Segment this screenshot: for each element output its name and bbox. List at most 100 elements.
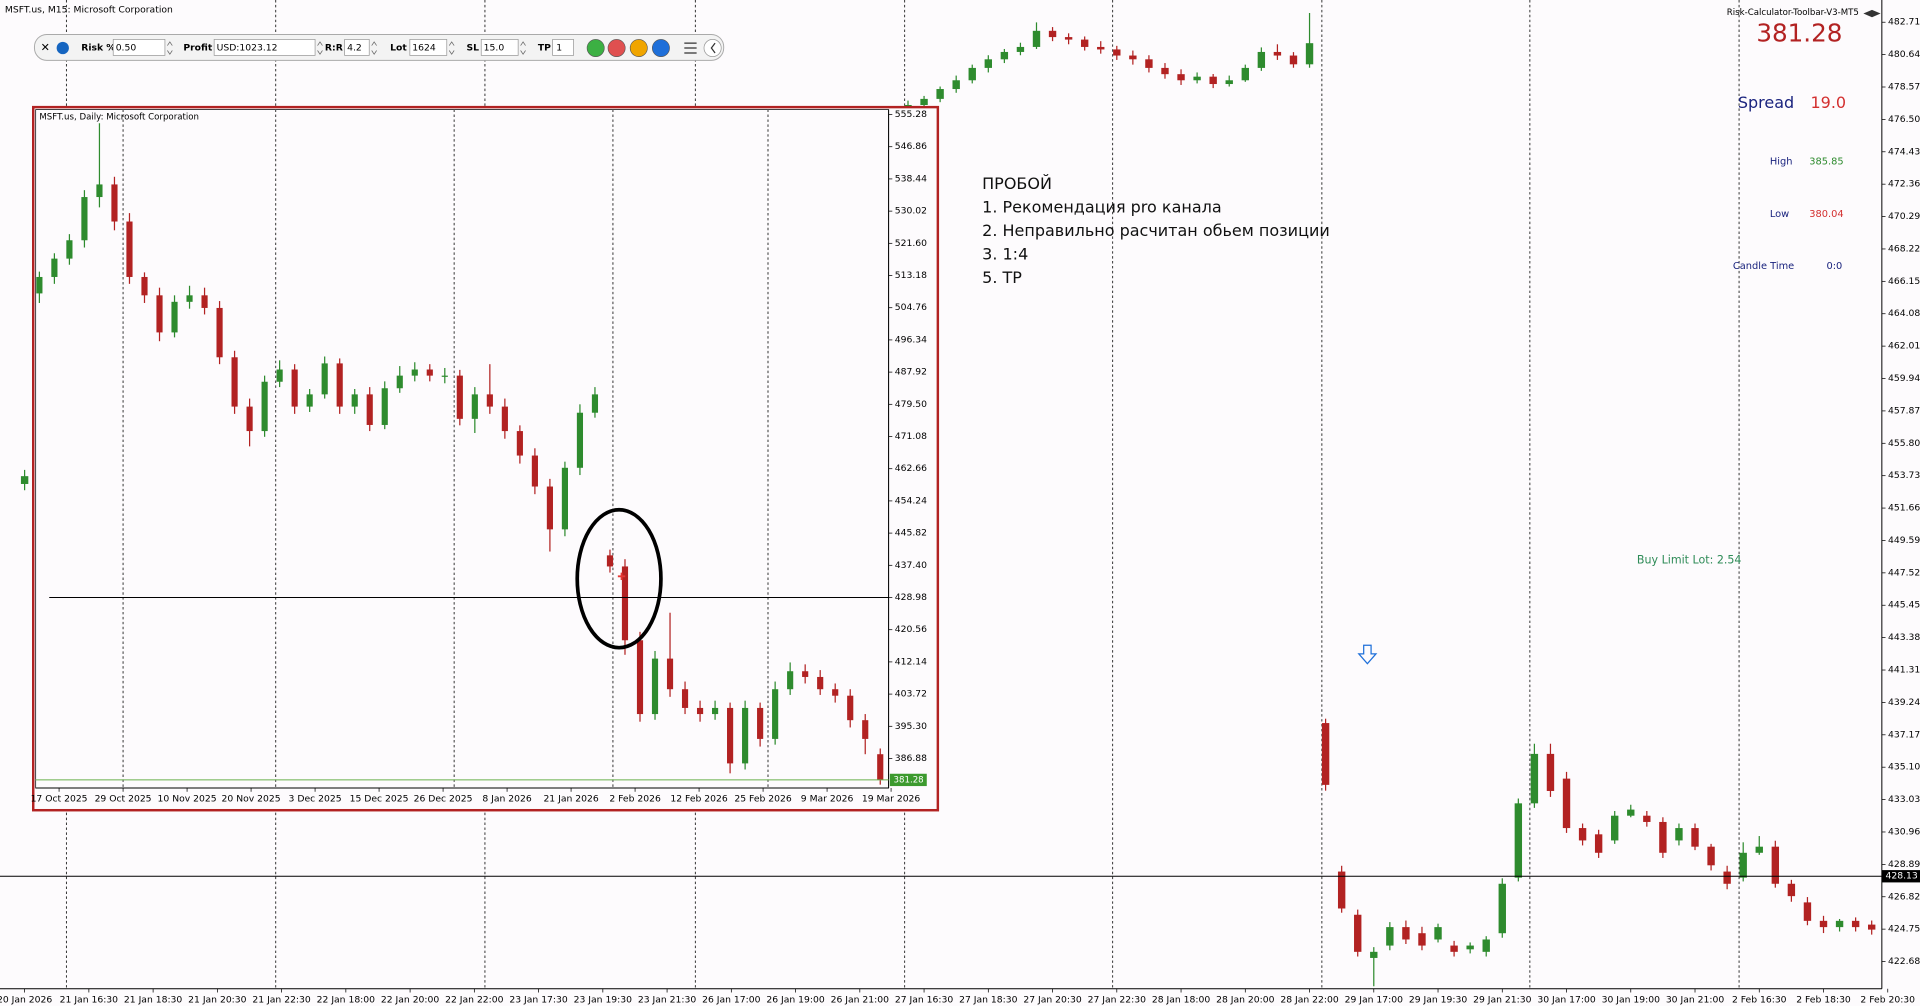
field-label: Lot	[390, 43, 407, 54]
y-tick-label: 454.24	[895, 495, 927, 506]
input-value[interactable]: 15.0	[484, 43, 505, 54]
x-tick-label: 27 Jan 20:30	[1023, 994, 1081, 1005]
candle-body	[696, 707, 704, 715]
y-tick-label: 480.64	[1888, 49, 1920, 60]
input-value[interactable]: 0.50	[116, 43, 137, 54]
candle-body	[441, 375, 448, 377]
candle-body	[1771, 846, 1780, 884]
x-tick-label: 30 Jan 17:00	[1537, 994, 1595, 1005]
collapse-arrow	[710, 42, 716, 54]
candle-body	[1627, 809, 1635, 816]
spinner[interactable]	[371, 41, 377, 55]
candle-body	[1337, 871, 1346, 909]
dropdown-value[interactable]: 1	[556, 43, 562, 54]
input-box[interactable]	[213, 39, 316, 56]
y-tick-label: 403.72	[895, 689, 927, 700]
action-button[interactable]	[652, 39, 670, 57]
candle-body	[216, 307, 223, 358]
y-tick-label: 445.45	[1888, 600, 1920, 611]
candle-body	[531, 455, 538, 487]
candle-body	[757, 707, 764, 739]
note-line: 3. 1:4	[982, 244, 1028, 263]
candle-body	[20, 476, 29, 484]
candle-body	[396, 375, 403, 389]
field-label: Risk %	[81, 43, 115, 54]
candle-body	[1113, 49, 1121, 56]
collapse-button[interactable]	[703, 39, 722, 58]
spinner[interactable]	[317, 41, 323, 55]
y-tick-label: 474.43	[1888, 146, 1920, 157]
input-box[interactable]	[344, 39, 370, 56]
info-candle-time: 0:0	[1826, 261, 1842, 272]
spinner[interactable]	[167, 41, 173, 55]
candle-body	[381, 388, 388, 425]
info-price: 381.28	[1756, 18, 1842, 47]
candle-body	[1803, 902, 1812, 921]
candle-body	[1868, 924, 1876, 930]
candle-body	[201, 295, 208, 308]
candle-body	[1594, 834, 1603, 853]
candle-body	[712, 707, 719, 715]
candle-body	[1048, 30, 1057, 38]
candle-body	[666, 658, 674, 690]
y-tick-label: 521.60	[895, 238, 927, 249]
action-button[interactable]	[607, 39, 626, 57]
inset-frame	[32, 105, 940, 812]
input-value[interactable]: 1624	[412, 43, 436, 54]
note-line: 5. TP	[982, 268, 1022, 287]
candle-body	[246, 406, 253, 432]
x-tick-label: 23 Jan 17:30	[509, 994, 567, 1005]
dropdown[interactable]	[552, 39, 574, 56]
candle-body	[1514, 803, 1523, 878]
info-low: 380.04	[1809, 209, 1843, 220]
y-tick-label: 513.18	[895, 270, 927, 281]
y-tick-label: 470.29	[1888, 211, 1920, 222]
candle-body	[802, 671, 809, 677]
y-tick-label: 530.02	[895, 206, 927, 217]
candle-body	[546, 486, 553, 530]
action-button[interactable]	[586, 39, 605, 57]
x-tick-label: 27 Jan 22:30	[1088, 994, 1146, 1005]
candle-body	[36, 276, 43, 294]
trade-marker	[617, 572, 626, 580]
candle-body	[576, 412, 584, 468]
info-low-label: Low	[1770, 209, 1789, 220]
spinner[interactable]	[520, 41, 526, 55]
info-spread-label: Spread	[1738, 93, 1794, 112]
candle-body	[1273, 51, 1282, 56]
input-box[interactable]	[409, 39, 448, 56]
x-tick-label: 2 Feb 16:30	[1732, 994, 1787, 1005]
candle-body	[832, 689, 839, 696]
x-tick-label: 21 Jan 16:30	[60, 994, 118, 1005]
x-tick-label: 22 Jan 20:00	[381, 994, 439, 1005]
candle-body	[516, 431, 523, 456]
x-tick-label: 2 Feb 20:30	[1860, 994, 1915, 1005]
action-button[interactable]	[629, 39, 648, 57]
note-line: ПРОБОЙ	[982, 174, 1052, 193]
close-button[interactable]: ✕	[41, 41, 50, 54]
spinner[interactable]	[448, 41, 455, 55]
input-value[interactable]: USD:1023.12	[217, 43, 278, 54]
input-box[interactable]	[112, 39, 166, 56]
menu-button[interactable]	[684, 42, 697, 54]
y-tick-label: 422.68	[1888, 956, 1920, 967]
y-tick-label: 476.50	[1888, 114, 1920, 125]
input-box[interactable]	[480, 39, 519, 56]
candle-body	[1241, 67, 1249, 81]
x-tick-label: 22 Jan 18:00	[317, 994, 375, 1005]
x-tick-label: 29 Jan 19:30	[1409, 994, 1467, 1005]
x-tick-label: 26 Dec 2025	[414, 794, 473, 805]
input-value[interactable]: 4.2	[347, 43, 362, 54]
last-price-label: 381.28	[894, 775, 924, 785]
field-label: SL	[466, 43, 479, 54]
candle-body	[1064, 37, 1073, 40]
candle-body	[1305, 43, 1314, 65]
candle-body	[1080, 39, 1089, 47]
field-label: Profit	[183, 43, 212, 54]
candle-body	[742, 707, 749, 764]
candle-body	[51, 258, 58, 277]
x-tick-label: 2 Feb 2026	[609, 794, 661, 805]
candle-body	[126, 221, 133, 277]
candle-body	[1386, 927, 1394, 946]
